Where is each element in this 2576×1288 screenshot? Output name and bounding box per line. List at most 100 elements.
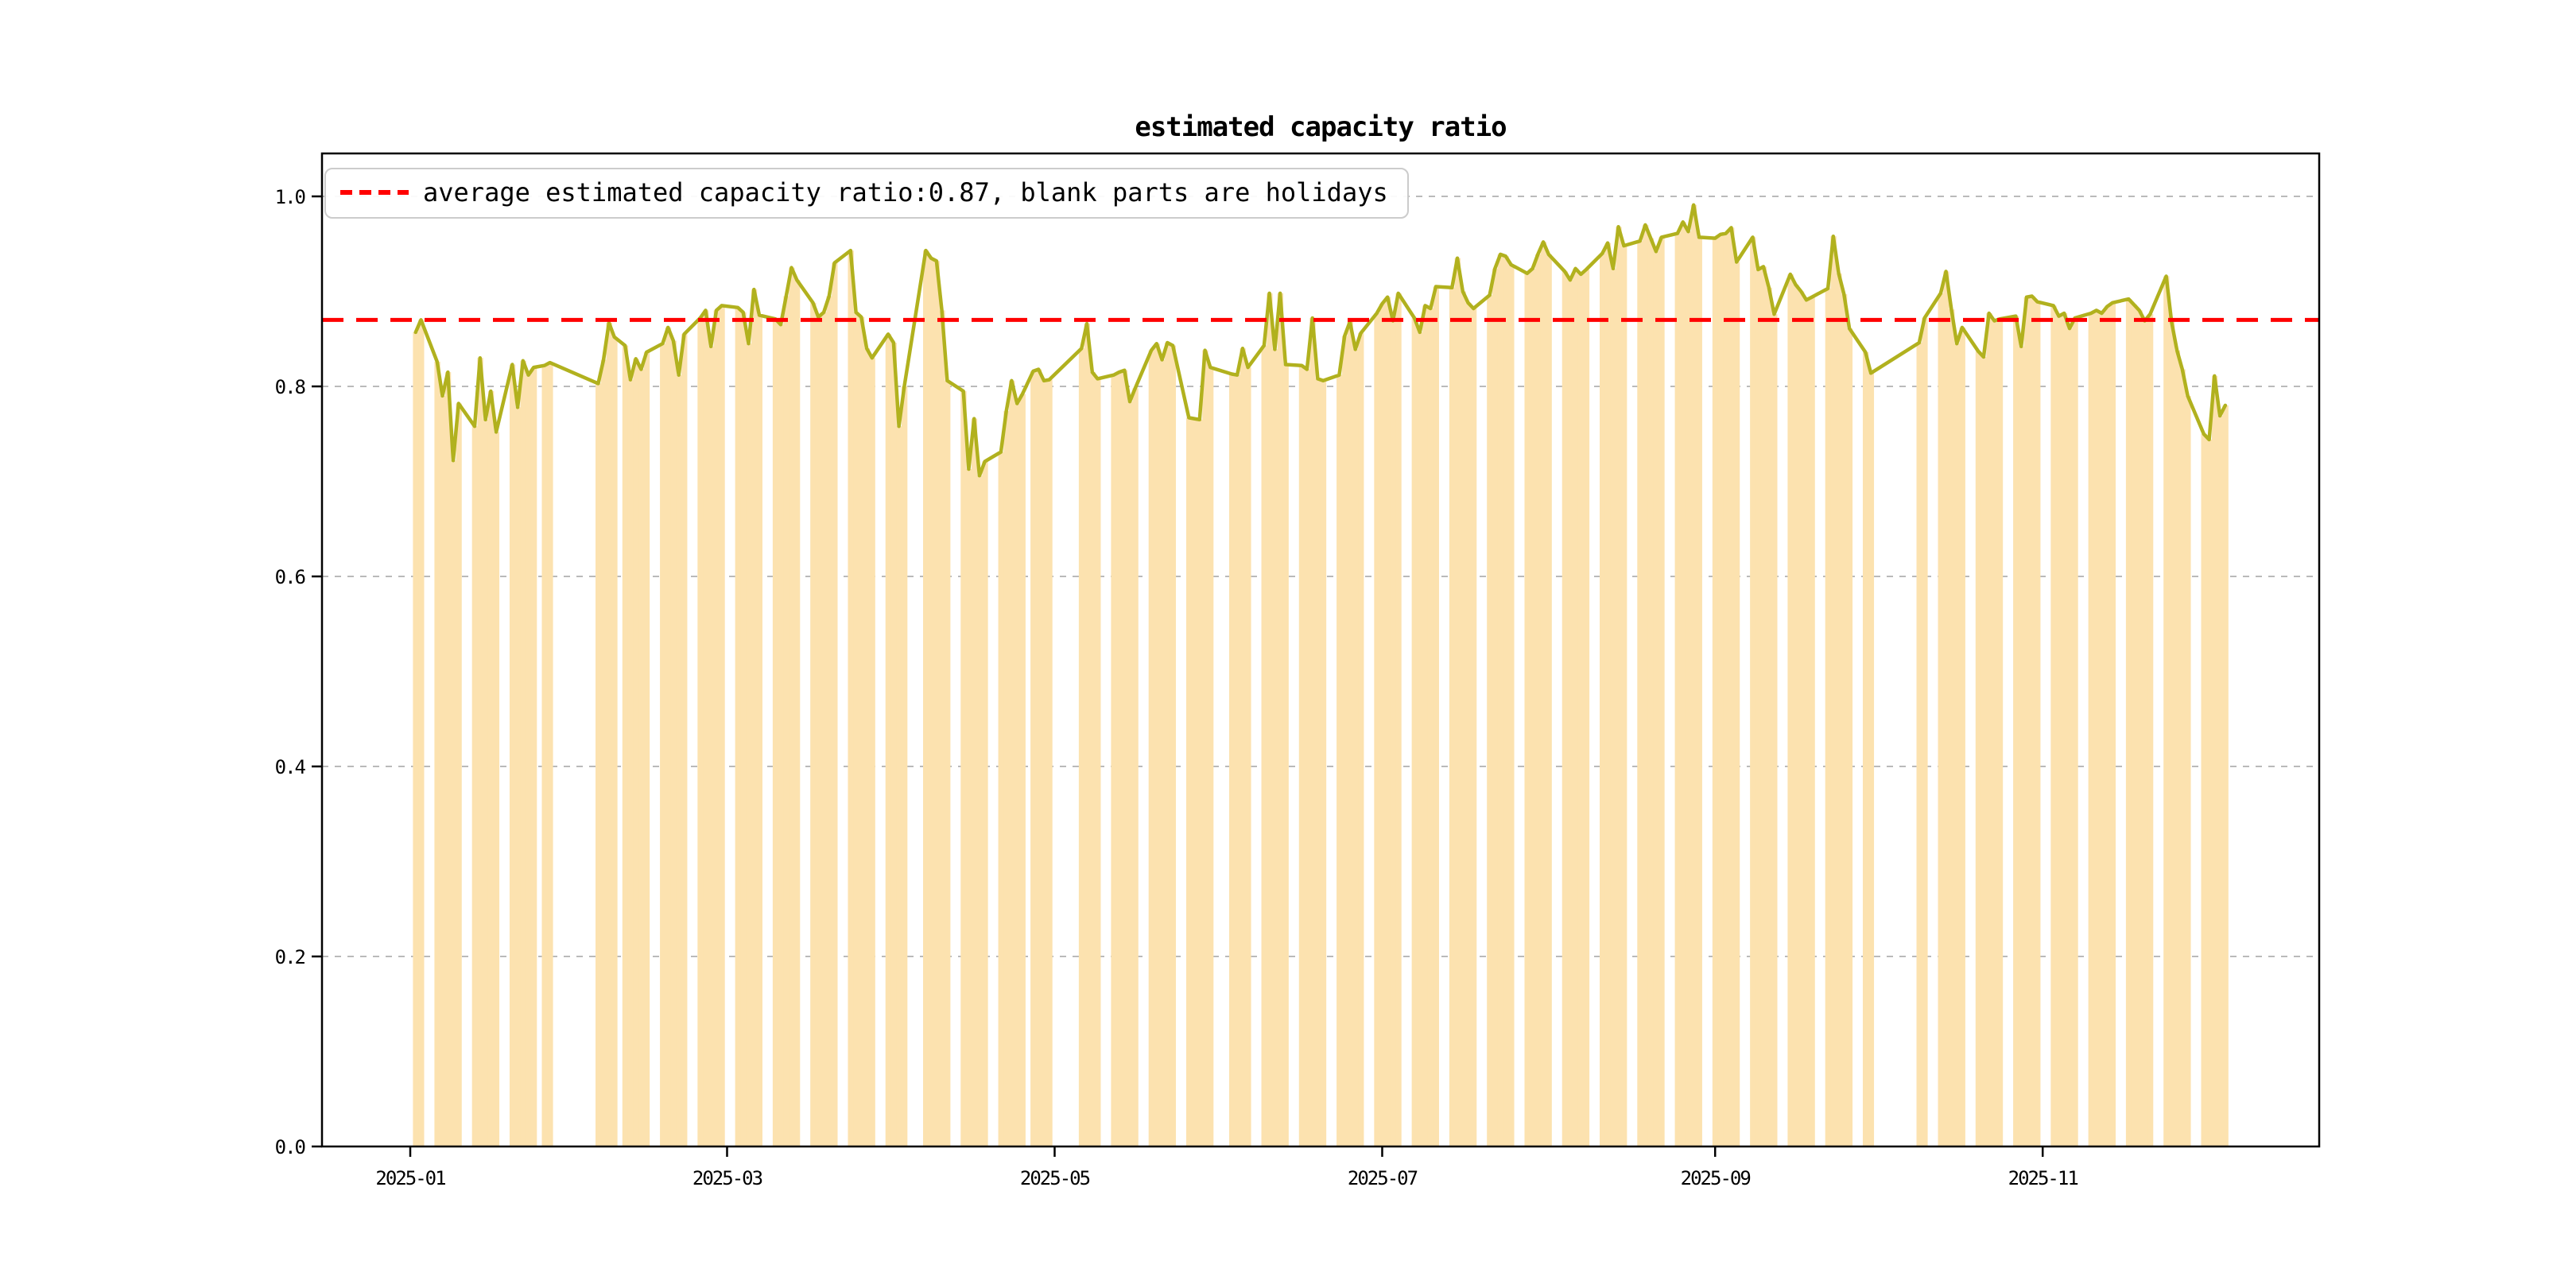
- capacity-bar: [2088, 312, 2094, 1146]
- capacity-bar: [2163, 276, 2170, 1146]
- capacity-bar: [1078, 348, 1085, 1146]
- capacity-bar: [1503, 256, 1509, 1146]
- capacity-bar: [832, 262, 838, 1146]
- capacity-bar: [2013, 316, 2019, 1146]
- capacity-bar: [2211, 375, 2218, 1147]
- capacity-bar: [1487, 295, 1493, 1146]
- x-tick-label: 2025-09: [1681, 1167, 1751, 1189]
- capacity-bar: [1315, 378, 1321, 1146]
- capacity-bar: [789, 267, 795, 1146]
- capacity-bar: [1089, 372, 1096, 1146]
- capacity-bar: [1690, 204, 1697, 1146]
- capacity-bar: [2066, 328, 2073, 1147]
- capacity-bar: [1470, 308, 1477, 1146]
- capacity-bar: [848, 250, 854, 1146]
- capacity-bar: [600, 359, 607, 1146]
- capacity-bar: [1959, 327, 1965, 1146]
- y-tick-label: 0.6: [275, 566, 305, 588]
- capacity-bar: [547, 363, 553, 1146]
- capacity-bar: [746, 343, 752, 1147]
- capacity-bar: [456, 403, 462, 1146]
- capacity-bar: [1352, 349, 1359, 1146]
- capacity-bar: [596, 383, 602, 1146]
- capacity-bar: [1755, 270, 1762, 1146]
- capacity-bar: [1733, 262, 1740, 1147]
- capacity-bar: [751, 289, 758, 1146]
- capacity-bar: [1916, 343, 1922, 1146]
- capacity-bar: [1825, 288, 1832, 1146]
- capacity-bar: [1427, 308, 1434, 1146]
- capacity-bar: [520, 360, 526, 1146]
- capacity-bar: [1497, 254, 1504, 1146]
- capacity-bar: [998, 452, 1004, 1146]
- capacity-bar: [2174, 350, 2181, 1147]
- y-tick-label: 0.0: [275, 1136, 305, 1158]
- capacity-bar: [541, 365, 548, 1147]
- legend-label: average estimated capacity ratio:0.87, b…: [423, 177, 1388, 208]
- capacity-bar: [1943, 271, 1949, 1146]
- capacity-bar: [885, 334, 892, 1146]
- axes-spines: [320, 152, 2321, 1148]
- capacity-bar: [477, 358, 483, 1146]
- capacity-bar: [2104, 306, 2111, 1146]
- capacity-bar: [1868, 373, 1875, 1146]
- capacity-bar: [1577, 274, 1585, 1146]
- capacity-bar: [1975, 351, 1982, 1146]
- capacity-bar: [896, 426, 902, 1146]
- capacity-bar: [514, 407, 522, 1146]
- capacity-bar: [440, 395, 446, 1146]
- capacity-bar: [1546, 254, 1552, 1146]
- capacity-bar: [1583, 270, 1590, 1146]
- capacity-bar: [1723, 233, 1729, 1147]
- capacity-bar: [627, 379, 634, 1146]
- capacity-bar: [2201, 433, 2207, 1146]
- capacity-bar: [2131, 305, 2138, 1147]
- capacity-bar: [1643, 224, 1649, 1147]
- capacity-bar: [483, 419, 489, 1146]
- capacity-bar: [1003, 411, 1010, 1146]
- capacity-bar: [1750, 237, 1756, 1146]
- capacity-bar: [1658, 237, 1665, 1146]
- capacity-bar: [1341, 336, 1348, 1146]
- capacity-bar: [1116, 372, 1123, 1146]
- capacity-bar: [1030, 370, 1037, 1146]
- capacity-bar: [971, 418, 978, 1146]
- capacity-bar: [1422, 305, 1429, 1146]
- capacity-bar: [1390, 320, 1396, 1146]
- capacity-bar: [756, 315, 762, 1146]
- capacity-bar: [1465, 302, 1472, 1147]
- capacity-bar: [1540, 242, 1547, 1146]
- capacity-bar: [676, 374, 682, 1146]
- capacity-bar: [1358, 333, 1364, 1147]
- capacity-bar: [1267, 293, 1273, 1146]
- capacity-bar: [526, 374, 532, 1146]
- capacity-bar: [1347, 321, 1353, 1146]
- capacity-bar: [1207, 367, 1214, 1147]
- capacity-bar: [681, 334, 688, 1146]
- y-tick-label: 0.8: [275, 376, 305, 398]
- capacity-bar: [643, 351, 650, 1147]
- capacity-bar: [1304, 369, 1310, 1146]
- capacity-bar: [976, 475, 983, 1146]
- capacity-bar: [1604, 242, 1612, 1147]
- x-tick-label: 2025-11: [2008, 1167, 2078, 1189]
- capacity-bar: [1616, 227, 1622, 1146]
- x-tick-label: 2025-03: [692, 1167, 762, 1189]
- capacity-bar: [1567, 280, 1573, 1146]
- capacity-bar: [1696, 237, 1702, 1146]
- capacity-bar: [1019, 394, 1026, 1146]
- x-tick-label: 2025-07: [1348, 1167, 1418, 1189]
- capacity-bar: [1202, 350, 1208, 1147]
- capacity-bar: [2222, 405, 2229, 1146]
- capacity-bar: [2029, 296, 2035, 1147]
- capacity-bar: [1600, 253, 1606, 1147]
- capacity-bar: [1009, 380, 1015, 1147]
- capacity-bar: [2056, 316, 2062, 1146]
- capacity-bar: [1841, 294, 1848, 1147]
- capacity-bar: [1228, 374, 1236, 1147]
- capacity-bar: [1862, 351, 1869, 1147]
- capacity-bar: [713, 310, 720, 1146]
- capacity-bar: [1803, 300, 1810, 1146]
- capacity-bar: [2099, 312, 2105, 1146]
